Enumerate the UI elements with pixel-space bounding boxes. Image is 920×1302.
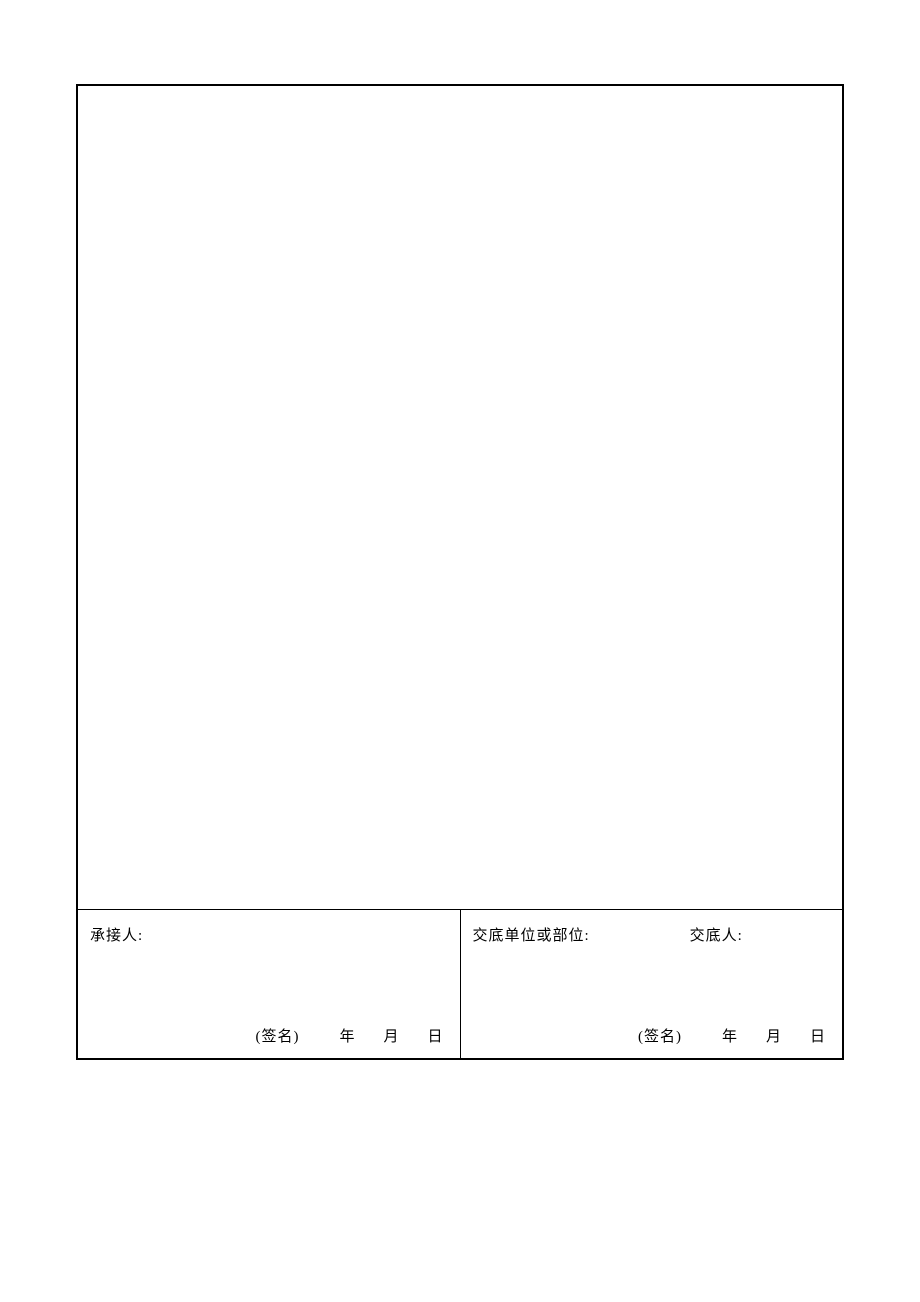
day-label: 日: [427, 1029, 443, 1045]
recipient-sign-date: (签名) 年 月 日: [255, 1025, 443, 1046]
discloser-cell: 交底单位或部位: 交底人: (签名) 年 月 日: [460, 909, 843, 1059]
discloser-sign-date: (签名) 年 月 日: [638, 1025, 826, 1046]
person-label: 交底人:: [690, 928, 743, 944]
unit-label: 交底单位或部位:: [473, 928, 590, 944]
content-cell: [77, 85, 843, 909]
signature-label: (签名): [638, 1029, 682, 1045]
month-label: 月: [766, 1029, 782, 1045]
content-row: [77, 85, 843, 909]
month-label: 月: [383, 1029, 399, 1045]
disclosure-form-table: 承接人: (签名) 年 月 日 交底单位或部位: 交底人: (签名) 年 月 日: [76, 84, 844, 1060]
year-label: 年: [722, 1029, 738, 1045]
signature-label: (签名): [255, 1029, 299, 1045]
recipient-label: 承接人:: [90, 924, 448, 945]
year-label: 年: [339, 1029, 355, 1045]
recipient-cell: 承接人: (签名) 年 月 日: [77, 909, 460, 1059]
discloser-top-line: 交底单位或部位: 交底人:: [473, 924, 831, 945]
signature-row: 承接人: (签名) 年 月 日 交底单位或部位: 交底人: (签名) 年 月 日: [77, 909, 843, 1059]
day-label: 日: [810, 1029, 826, 1045]
